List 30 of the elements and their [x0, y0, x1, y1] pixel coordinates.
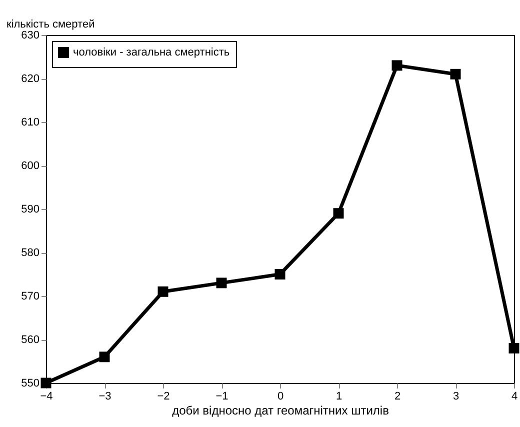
point [450, 68, 461, 80]
point [40, 378, 52, 388]
x-tick-label: −1 [216, 390, 228, 402]
x-tick-label: 3 [452, 390, 460, 402]
x-tick-label: 0 [277, 390, 284, 402]
x-tick-label: 2 [394, 390, 401, 402]
point [333, 208, 344, 219]
point [392, 60, 402, 71]
legend-label: чоловіки - загальна смертність [73, 46, 230, 58]
point [274, 269, 286, 280]
point [99, 352, 110, 362]
y-tick-label: 560 [21, 334, 40, 346]
y-tick-label: 630 [21, 30, 40, 42]
x-axis-title: доби відносно дат геомагнітних штилів [172, 404, 389, 418]
x-tick-label: −4 [40, 390, 53, 402]
x-tick-label: 1 [336, 390, 342, 402]
y-tick-label: 620 [21, 73, 40, 85]
y-axis-title: кількість смертей [6, 18, 95, 30]
x-tick-label: −3 [98, 390, 112, 402]
y-tick-label: 600 [21, 160, 40, 172]
y-tick-label: 570 [21, 290, 40, 302]
y-tick-label: 610 [21, 116, 40, 128]
point [158, 286, 168, 297]
y-tick-label: 580 [21, 247, 40, 259]
point [508, 342, 520, 354]
y-tick-label: 590 [21, 204, 40, 216]
x-tick-label: −2 [157, 390, 170, 402]
point [216, 278, 227, 288]
y-tick-label: 550 [21, 378, 40, 390]
x-tick-label: 4 [511, 390, 518, 402]
